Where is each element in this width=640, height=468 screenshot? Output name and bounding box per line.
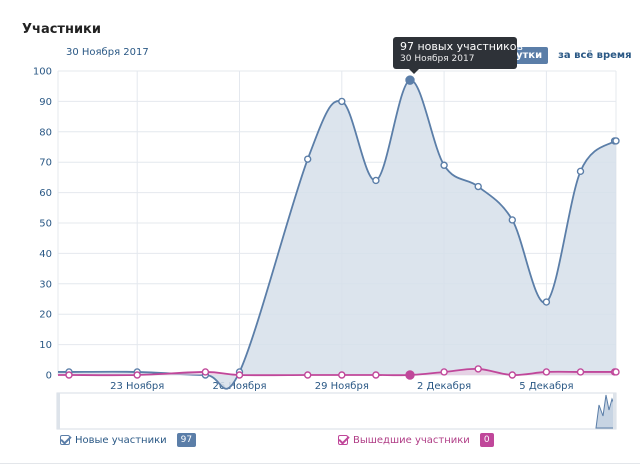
new-members-point[interactable] <box>372 176 380 185</box>
new-members-point[interactable] <box>576 167 585 176</box>
y-tick-label: 100 <box>33 67 52 78</box>
legend-left-members-label: Вышедшие участники <box>353 434 470 446</box>
left-members-point[interactable] <box>338 371 346 379</box>
new-members-point[interactable] <box>612 137 620 145</box>
x-tick-label: 5 Декабря <box>519 381 573 392</box>
tooltip-title: 97 новых участников <box>400 40 523 53</box>
new-members-point[interactable] <box>474 182 482 191</box>
date-label[interactable]: 30 Ноября 2017 <box>66 47 149 58</box>
y-tick-label: 20 <box>39 310 52 321</box>
chart-tooltip: 97 новых участников 30 Ноября 2017 <box>393 37 523 74</box>
new-members-point[interactable] <box>304 155 312 163</box>
range-navigator[interactable] <box>56 392 617 430</box>
left-members-point[interactable] <box>576 368 585 376</box>
x-tick-label: 23 Ноября <box>110 381 164 392</box>
y-tick-label: 90 <box>39 97 52 108</box>
left-members-point[interactable] <box>235 371 244 379</box>
left-members-point[interactable] <box>65 371 73 379</box>
new-members-area <box>58 80 618 389</box>
left-members-point[interactable] <box>372 371 380 379</box>
left-members-point[interactable] <box>201 368 210 376</box>
left-members-point[interactable] <box>542 368 551 376</box>
x-axis-labels: 23 Ноября 26 Ноября 29 Ноября 2 Декабря 5 Де… <box>110 381 573 392</box>
new-members-point[interactable] <box>405 75 415 85</box>
y-axis-labels: 0 10 20 30 40 50 60 70 80 90 100 <box>33 67 52 382</box>
members-chart[interactable]: 0 10 20 30 40 50 60 70 80 90 100 23 Ноября 26 Ноябр… <box>0 0 640 430</box>
new-members-point[interactable] <box>440 161 448 169</box>
left-members-point[interactable] <box>304 371 312 379</box>
y-tick-label: 70 <box>39 158 52 169</box>
legend-new-members-checkbox[interactable] <box>60 435 70 445</box>
left-members-point[interactable] <box>474 365 482 373</box>
x-tick-label: 26 Ноября <box>212 381 266 392</box>
left-members-line <box>58 367 619 377</box>
left-members-point[interactable] <box>405 370 415 380</box>
y-tick-label: 30 <box>39 279 52 290</box>
y-tick-label: 0 <box>46 371 52 382</box>
section-title: Участники <box>22 22 101 37</box>
legend-new-members[interactable]: Новые участники 97 <box>60 432 197 448</box>
legend-new-members-label: Новые участники <box>75 434 167 446</box>
legend-left-members[interactable]: Вышедшие участники 0 <box>338 432 494 448</box>
y-tick-label: 60 <box>39 188 52 199</box>
x-tick-label: 2 Декабря <box>417 381 471 392</box>
legend-new-members-count: 97 <box>176 433 197 447</box>
chart-points <box>65 75 620 380</box>
left-members-point[interactable] <box>612 368 620 376</box>
section-divider <box>0 463 640 464</box>
y-tick-label: 80 <box>39 127 52 138</box>
y-tick-label: 10 <box>39 340 52 351</box>
legend-left-members-checkbox[interactable] <box>338 435 348 445</box>
left-members-point[interactable] <box>440 368 448 376</box>
legend-left-members-count: 0 <box>479 433 494 447</box>
navigator-handle-left[interactable] <box>57 393 60 429</box>
navigator-handle-right[interactable] <box>613 393 616 429</box>
tooltip-arrow <box>409 69 419 74</box>
new-members-point[interactable] <box>338 97 346 106</box>
y-tick-label: 50 <box>39 219 52 230</box>
navigator-frame[interactable] <box>56 392 617 430</box>
left-members-point[interactable] <box>508 371 516 379</box>
new-members-point[interactable] <box>508 216 516 224</box>
tooltip-date: 30 Ноября 2017 <box>400 54 475 64</box>
new-members-point[interactable] <box>542 298 551 306</box>
x-tick-label: 29 Ноября <box>315 381 369 392</box>
y-tick-label: 40 <box>39 249 52 260</box>
chart-series <box>57 79 619 390</box>
left-members-point[interactable] <box>133 371 141 379</box>
period-all-time-button[interactable]: за всё время <box>558 50 632 61</box>
